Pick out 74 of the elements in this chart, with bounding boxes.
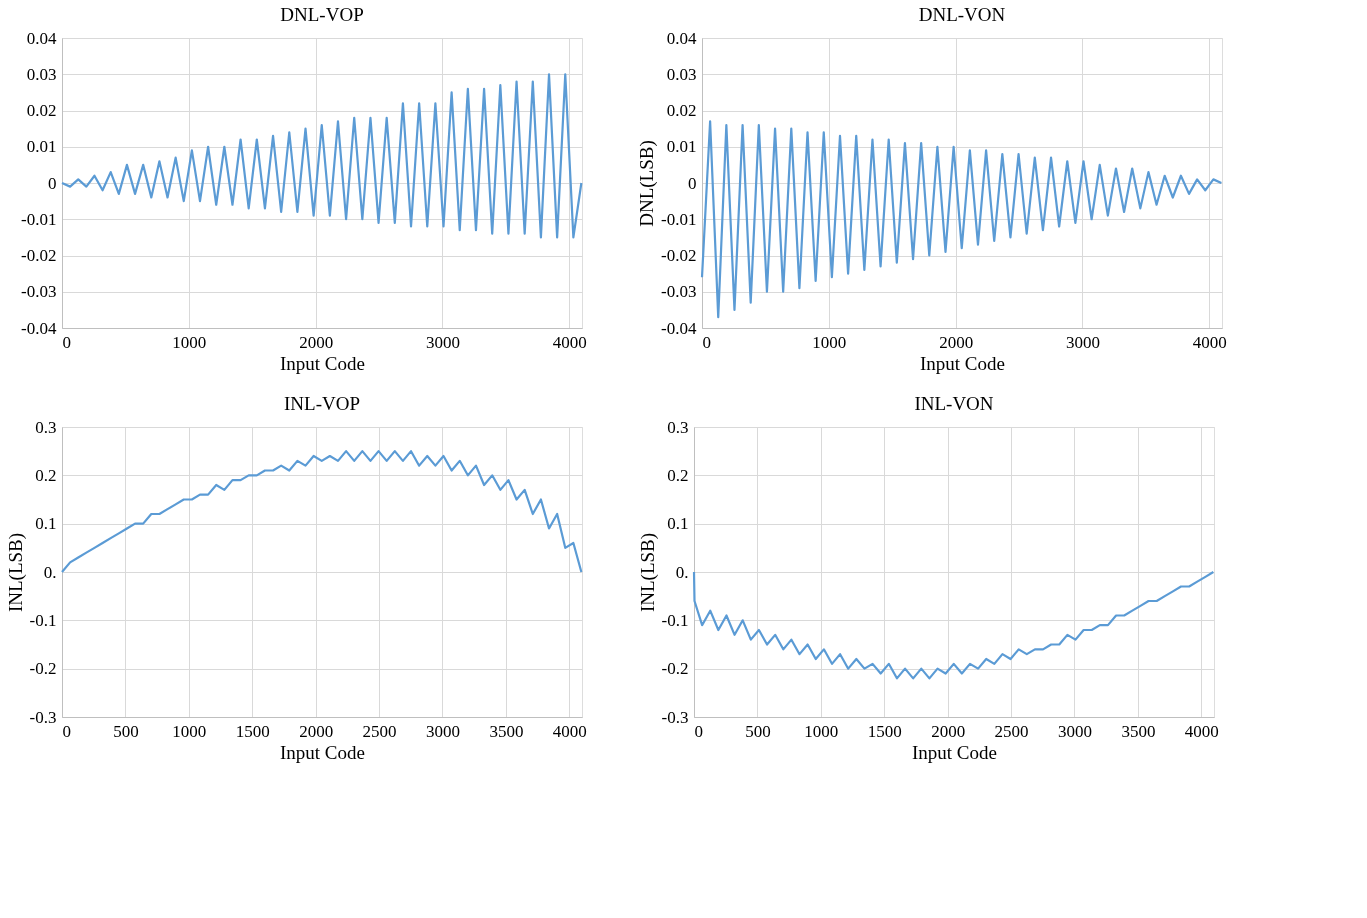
y-tick-label: 0.04 — [666, 28, 697, 48]
y-tick-label: -0.1 — [29, 610, 57, 630]
y-axis-title: DNL(LSB) — [636, 140, 659, 227]
line-series — [700, 120, 1223, 319]
x-tick-label: 1000 — [804, 721, 839, 741]
y-tick-label: 0.1 — [667, 514, 689, 534]
x-tick-label: 1000 — [172, 332, 207, 352]
x-axis-title: Input Code — [280, 352, 365, 374]
x-tick-label: 3000 — [425, 332, 460, 352]
y-tick-label: 0. — [43, 562, 57, 582]
x-tick-label: 0 — [62, 721, 71, 741]
x-axis-title: Input Code — [920, 352, 1005, 374]
line-series — [692, 570, 1215, 680]
x-tick-label: 1000 — [172, 721, 207, 741]
x-axis-title: Input Code — [280, 741, 365, 763]
x-tick-label: 0 — [702, 332, 711, 352]
y-tick-label: 0.1 — [35, 514, 57, 534]
x-tick-label: 2000 — [299, 332, 334, 352]
y-tick-label: 0.01 — [26, 137, 57, 157]
line-series — [60, 450, 583, 574]
y-tick-label: -0.3 — [29, 707, 57, 727]
x-tick-label: 1500 — [235, 721, 270, 741]
y-tick-label: -0.02 — [21, 246, 57, 265]
y-tick-label: -0.04 — [661, 318, 697, 338]
y-tick-label: -0.2 — [661, 659, 689, 679]
line-series — [60, 73, 583, 239]
chart-title: INL-VON — [914, 393, 994, 414]
y-tick-label: 0 — [48, 173, 57, 193]
y-tick-label: -0.01 — [661, 209, 697, 229]
y-tick-label: 0.3 — [35, 417, 57, 437]
x-tick-label: 500 — [113, 721, 139, 741]
x-tick-label: 1500 — [867, 721, 902, 741]
y-tick-label: -0.03 — [661, 282, 697, 302]
x-tick-label: 3500 — [1121, 721, 1156, 741]
y-tick-label: -0.04 — [21, 318, 57, 338]
y-tick-label: -0.1 — [661, 610, 689, 630]
y-axis-title: INL(LSB) — [636, 532, 659, 613]
y-tick-label: -0.02 — [661, 246, 697, 265]
y-tick-label: 0.3 — [667, 417, 689, 437]
chart-title: DNL-VOP — [280, 4, 364, 25]
y-tick-label: -0.2 — [29, 659, 57, 679]
y-tick-label: 0.2 — [35, 465, 57, 485]
y-tick-label: 0.03 — [26, 64, 57, 84]
x-axis-title: Input Code — [912, 741, 997, 763]
x-tick-label: 3500 — [489, 721, 524, 741]
x-tick-label: 2500 — [362, 721, 397, 741]
x-tick-label: 0 — [62, 332, 71, 352]
x-tick-label: 3000 — [1065, 332, 1100, 352]
x-tick-label: 4000 — [1184, 721, 1219, 741]
x-tick-label: 3000 — [425, 721, 460, 741]
x-tick-label: 3000 — [1057, 721, 1092, 741]
y-tick-label: -0.01 — [21, 209, 57, 229]
x-tick-label: 4000 — [1192, 332, 1227, 352]
y-tick-label: 0.04 — [26, 28, 57, 48]
y-tick-label: 0. — [675, 562, 689, 582]
x-tick-label: 2000 — [939, 332, 974, 352]
x-tick-label: 2500 — [994, 721, 1029, 741]
x-tick-label: 500 — [745, 721, 771, 741]
x-tick-label: 2000 — [931, 721, 966, 741]
y-axis-title: INL(LSB) — [4, 532, 27, 613]
y-tick-label: 0.03 — [666, 64, 697, 84]
y-tick-label: 0.01 — [666, 137, 697, 157]
chart-title: DNL-VON — [918, 4, 1006, 25]
chart-title: INL-VOP — [284, 393, 360, 414]
y-tick-label: 0.02 — [26, 101, 57, 120]
y-tick-label: -0.03 — [21, 282, 57, 302]
y-tick-label: 0.2 — [667, 465, 689, 485]
y-tick-label: 0.02 — [666, 101, 697, 120]
y-tick-label: -0.3 — [661, 707, 689, 727]
x-tick-label: 2000 — [299, 721, 334, 741]
x-tick-label: 4000 — [552, 332, 587, 352]
x-tick-label: 4000 — [552, 721, 587, 741]
y-tick-label: 0 — [688, 173, 697, 193]
x-tick-label: 1000 — [812, 332, 847, 352]
